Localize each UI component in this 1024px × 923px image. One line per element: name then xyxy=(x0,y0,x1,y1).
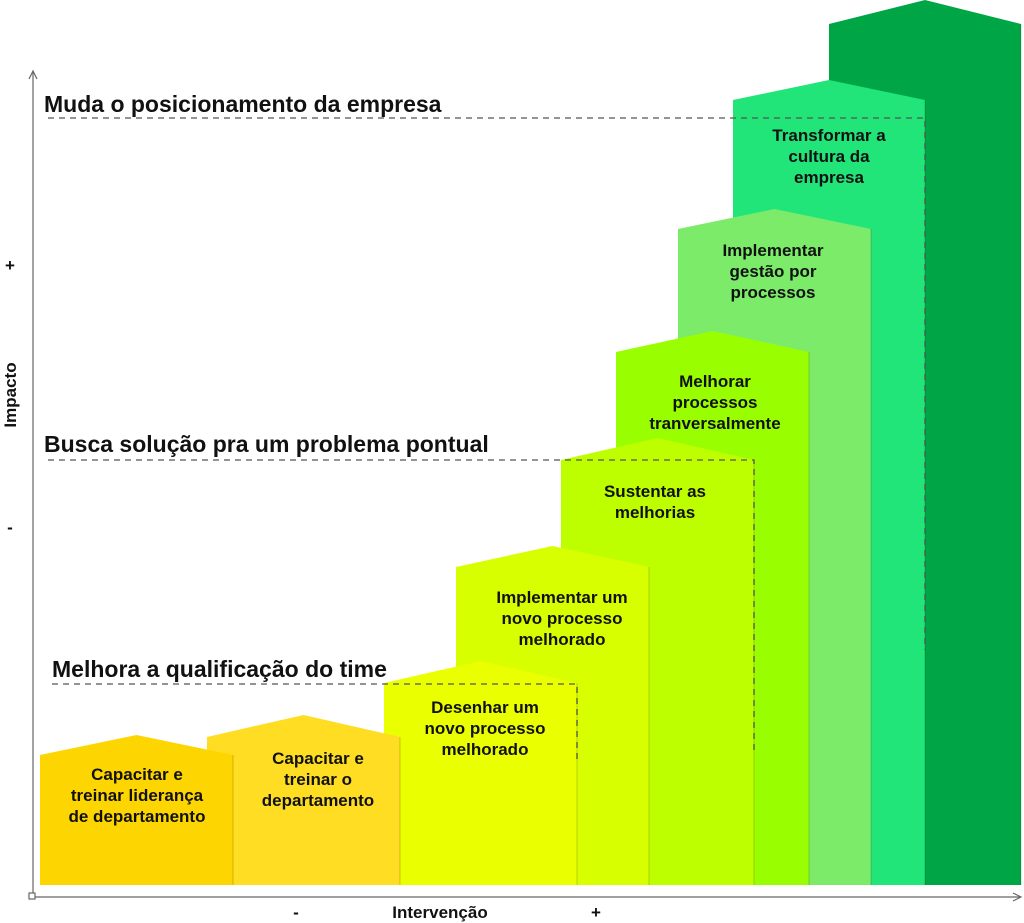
step-label-line: treinar liderança xyxy=(71,786,204,805)
step-label-line: cultura da xyxy=(788,147,870,166)
step-shape xyxy=(40,735,233,885)
guide-bottom xyxy=(52,683,578,760)
step-label-line: Implementar um xyxy=(496,588,627,607)
step-label: Sustentar as melhorias xyxy=(604,482,706,522)
step-label-line: Capacitar e xyxy=(272,749,364,768)
step-label-line: Capacitar e xyxy=(91,765,183,784)
step-label-line: novo processo xyxy=(502,609,623,628)
guide-middle xyxy=(48,459,755,752)
x-axis-arrow-icon xyxy=(1012,892,1023,902)
x-axis-plus: + xyxy=(591,903,601,922)
step-label: Desenhar um novo processo melhorado xyxy=(425,698,546,759)
step-shape xyxy=(207,715,400,885)
step-label-line: Implementar xyxy=(722,241,823,260)
step-label-line: departamento xyxy=(262,791,374,810)
y-axis-arrow-icon xyxy=(28,69,38,80)
y-axis-plus: + xyxy=(5,256,15,275)
step-label-line: melhorado xyxy=(442,740,529,759)
step-label: Implementar gestão por processos xyxy=(722,241,823,302)
step-label-line: tranversalmente xyxy=(649,414,780,433)
step-label: Capacitar e treinar o departamento xyxy=(262,749,374,810)
step-label: Capacitar e treinar liderança de departame… xyxy=(69,765,206,826)
dashed-guides xyxy=(48,117,926,760)
x-axis-label: Intervenção xyxy=(392,903,487,922)
step-label-line: melhorado xyxy=(519,630,606,649)
step-label-line: gestão por xyxy=(730,262,817,281)
heading-middle: Busca solução pra um problema pontual xyxy=(44,431,489,457)
step-label: Implementar um novo processo melhorado xyxy=(496,588,627,649)
x-axis-minus: - xyxy=(293,903,299,922)
step-label-line: novo processo xyxy=(425,719,546,738)
steps-layer: Transformar a cultura da empresa Implementa… xyxy=(40,0,1022,885)
step-label: Transformar a cultura da empresa xyxy=(772,126,886,187)
step-label-line: Desenhar um xyxy=(431,698,539,717)
step-label-line: Sustentar as xyxy=(604,482,706,501)
step-label: Melhorar processos tranversalmente xyxy=(649,372,780,433)
step-label-line: Transformar a xyxy=(772,126,886,145)
axis-origin-marker xyxy=(28,892,36,900)
heading-bottom: Melhora a qualificação do time xyxy=(52,656,387,682)
step-label-line: de departamento xyxy=(69,807,206,826)
step-label-line: empresa xyxy=(794,168,864,187)
step-label-line: processos xyxy=(730,283,815,302)
step-shape xyxy=(384,661,577,885)
step-label-line: Melhorar xyxy=(679,372,751,391)
step-2: Capacitar e treinar o departamento xyxy=(207,715,401,885)
step-label-line: melhorias xyxy=(615,503,695,522)
step-3: Desenhar um novo processo melhorado xyxy=(384,661,578,885)
step-label-line: treinar o xyxy=(284,770,352,789)
step-1: Capacitar e treinar liderança de departame… xyxy=(40,735,234,885)
y-axis-minus: - xyxy=(7,518,13,537)
step-label-line: processos xyxy=(672,393,757,412)
axes xyxy=(28,69,1023,902)
y-axis-label: Impacto xyxy=(1,362,20,427)
heading-top: Muda o posicionamento da empresa xyxy=(44,91,442,117)
